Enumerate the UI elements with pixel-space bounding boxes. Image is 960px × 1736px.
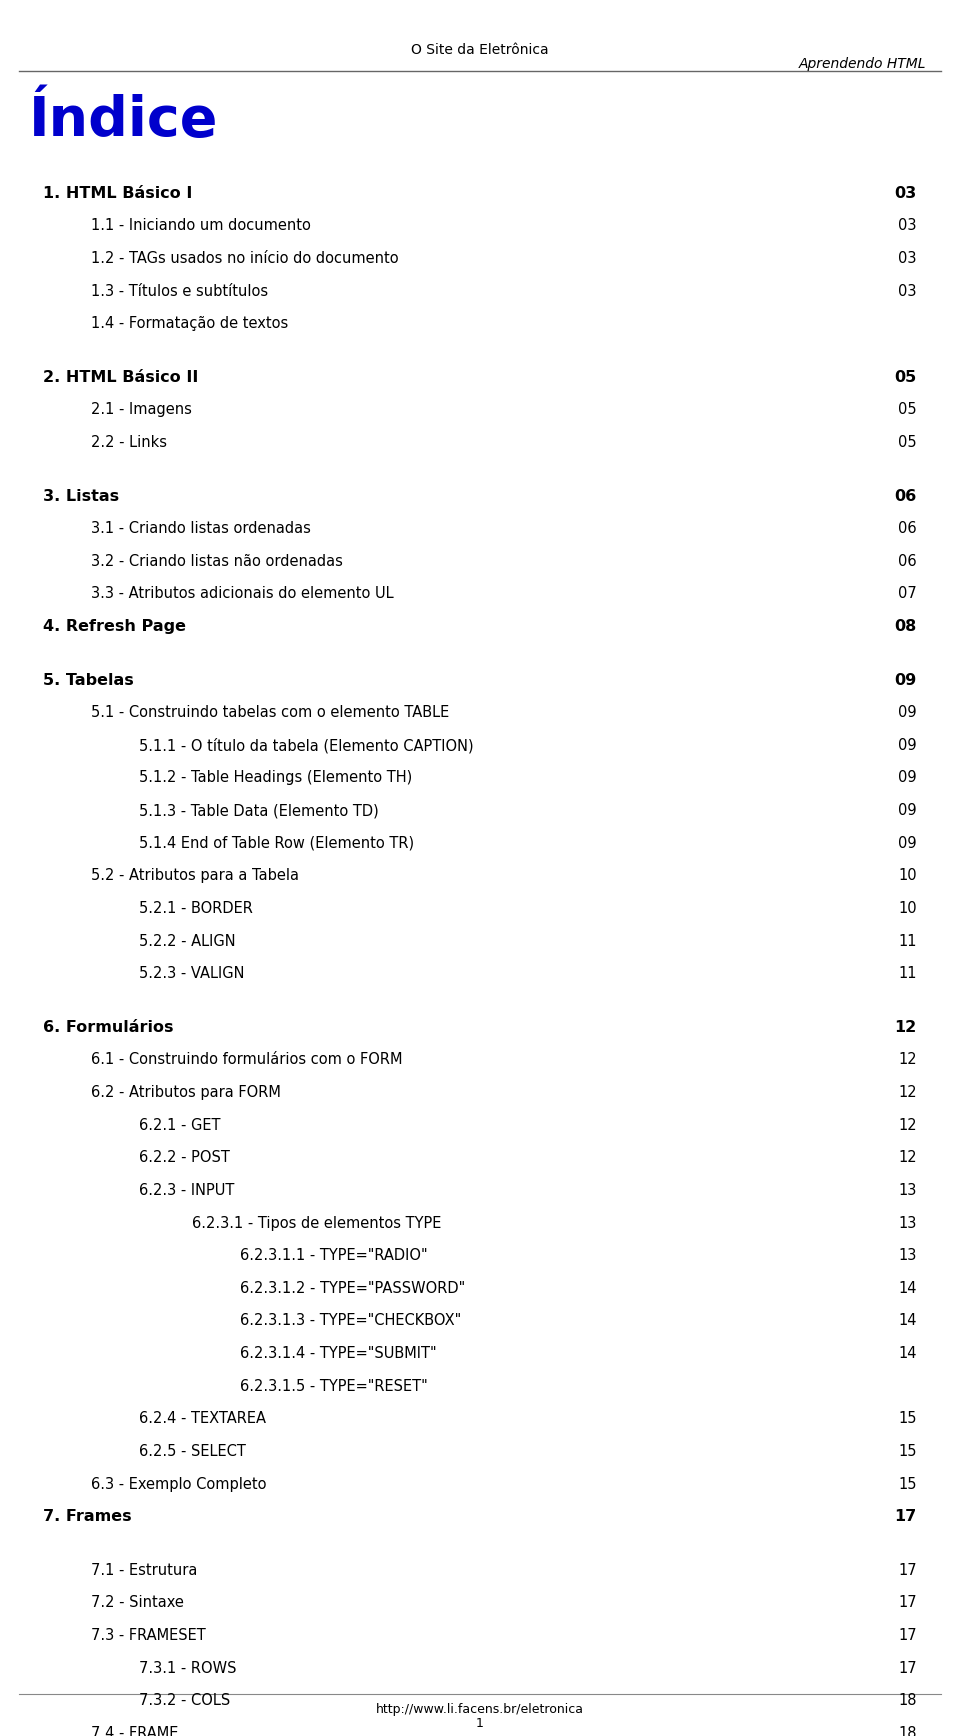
Text: 6.2.3.1.3 - TYPE="CHECKBOX": 6.2.3.1.3 - TYPE="CHECKBOX" [240, 1314, 461, 1328]
Text: 10: 10 [899, 901, 917, 917]
Text: 03: 03 [899, 283, 917, 299]
Text: http://www.li.facens.br/eletronica: http://www.li.facens.br/eletronica [376, 1703, 584, 1715]
Text: 5.1.4 End of Table Row (Elemento TR): 5.1.4 End of Table Row (Elemento TR) [139, 835, 415, 851]
Text: 03: 03 [895, 186, 917, 201]
Text: 2.1 - Imagens: 2.1 - Imagens [91, 403, 192, 417]
Text: O Site da Eletrônica: O Site da Eletrônica [411, 42, 549, 57]
Text: 6. Formulários: 6. Formulários [43, 1019, 174, 1035]
Text: 7.4 - FRAME: 7.4 - FRAME [91, 1726, 179, 1736]
Text: 07: 07 [898, 587, 917, 601]
Text: 6.2.3.1.2 - TYPE="PASSWORD": 6.2.3.1.2 - TYPE="PASSWORD" [240, 1281, 466, 1295]
Text: 6.2.3.1.4 - TYPE="SUBMIT": 6.2.3.1.4 - TYPE="SUBMIT" [240, 1345, 437, 1361]
Text: 6.1 - Construindo formulários com o FORM: 6.1 - Construindo formulários com o FORM [91, 1052, 402, 1068]
Text: 09: 09 [895, 672, 917, 687]
Text: 5.2.2 - ALIGN: 5.2.2 - ALIGN [139, 934, 236, 948]
Text: 14: 14 [899, 1281, 917, 1295]
Text: 6.2.2 - POST: 6.2.2 - POST [139, 1151, 230, 1165]
Text: 2. HTML Básico II: 2. HTML Básico II [43, 370, 199, 385]
Text: 03: 03 [899, 219, 917, 233]
Text: 1. HTML Básico I: 1. HTML Básico I [43, 186, 193, 201]
Text: 18: 18 [899, 1693, 917, 1708]
Text: 3.2 - Criando listas não ordenadas: 3.2 - Criando listas não ordenadas [91, 554, 343, 569]
Text: 09: 09 [899, 835, 917, 851]
Text: 1.2 - TAGs usados no início do documento: 1.2 - TAGs usados no início do documento [91, 252, 398, 266]
Text: 18: 18 [899, 1726, 917, 1736]
Text: 11: 11 [899, 934, 917, 948]
Text: 15: 15 [899, 1411, 917, 1427]
Text: 11: 11 [899, 967, 917, 981]
Text: 5.1.2 - Table Headings (Elemento TH): 5.1.2 - Table Headings (Elemento TH) [139, 771, 413, 785]
Text: 1.3 - Títulos e subtítulos: 1.3 - Títulos e subtítulos [91, 283, 269, 299]
Text: 09: 09 [899, 705, 917, 720]
Text: 7.3.2 - COLS: 7.3.2 - COLS [139, 1693, 230, 1708]
Text: 1: 1 [476, 1717, 484, 1729]
Text: 7.2 - Sintaxe: 7.2 - Sintaxe [91, 1595, 184, 1611]
Text: 13: 13 [899, 1248, 917, 1264]
Text: 12: 12 [899, 1085, 917, 1101]
Text: 06: 06 [899, 521, 917, 536]
Text: 5.2 - Atributos para a Tabela: 5.2 - Atributos para a Tabela [91, 868, 300, 884]
Text: 2.2 - Links: 2.2 - Links [91, 436, 167, 450]
Text: 12: 12 [899, 1118, 917, 1132]
Text: 05: 05 [899, 403, 917, 417]
Text: 5.1 - Construindo tabelas com o elemento TABLE: 5.1 - Construindo tabelas com o elemento… [91, 705, 449, 720]
Text: 5.1.1 - O título da tabela (Elemento CAPTION): 5.1.1 - O título da tabela (Elemento CAP… [139, 738, 474, 753]
Text: 06: 06 [895, 488, 917, 503]
Text: 6.2.3.1.5 - TYPE="RESET": 6.2.3.1.5 - TYPE="RESET" [240, 1378, 428, 1394]
Text: 09: 09 [899, 771, 917, 785]
Text: 7. Frames: 7. Frames [43, 1509, 132, 1524]
Text: Índice: Índice [29, 94, 218, 148]
Text: 05: 05 [899, 436, 917, 450]
Text: 6.3 - Exemplo Completo: 6.3 - Exemplo Completo [91, 1477, 267, 1491]
Text: 3.3 - Atributos adicionais do elemento UL: 3.3 - Atributos adicionais do elemento U… [91, 587, 394, 601]
Text: 6.2.4 - TEXTAREA: 6.2.4 - TEXTAREA [139, 1411, 266, 1427]
Text: 08: 08 [895, 620, 917, 634]
Text: 09: 09 [899, 738, 917, 753]
Text: 6.2.3.1 - Tipos de elementos TYPE: 6.2.3.1 - Tipos de elementos TYPE [192, 1215, 442, 1231]
Text: 7.3.1 - ROWS: 7.3.1 - ROWS [139, 1661, 237, 1675]
Text: 3. Listas: 3. Listas [43, 488, 119, 503]
Text: 12: 12 [899, 1052, 917, 1068]
Text: 6.2 - Atributos para FORM: 6.2 - Atributos para FORM [91, 1085, 281, 1101]
Text: 12: 12 [895, 1019, 917, 1035]
Text: 05: 05 [895, 370, 917, 385]
Text: 1.4 - Formatação de textos: 1.4 - Formatação de textos [91, 316, 288, 332]
Text: 6.2.5 - SELECT: 6.2.5 - SELECT [139, 1444, 246, 1458]
Text: 17: 17 [895, 1509, 917, 1524]
Text: 1.1 - Iniciando um documento: 1.1 - Iniciando um documento [91, 219, 311, 233]
Text: 12: 12 [899, 1151, 917, 1165]
Text: 6.2.3.1.1 - TYPE="RADIO": 6.2.3.1.1 - TYPE="RADIO" [240, 1248, 427, 1264]
Text: 5.2.1 - BORDER: 5.2.1 - BORDER [139, 901, 253, 917]
Text: 15: 15 [899, 1444, 917, 1458]
Text: 7.1 - Estrutura: 7.1 - Estrutura [91, 1562, 198, 1578]
Text: 6.2.3 - INPUT: 6.2.3 - INPUT [139, 1182, 234, 1198]
Text: 7.3 - FRAMESET: 7.3 - FRAMESET [91, 1628, 206, 1642]
Text: 17: 17 [899, 1595, 917, 1611]
Text: 17: 17 [899, 1628, 917, 1642]
Text: 03: 03 [899, 252, 917, 266]
Text: 17: 17 [899, 1661, 917, 1675]
Text: 5. Tabelas: 5. Tabelas [43, 672, 134, 687]
Text: 10: 10 [899, 868, 917, 884]
Text: 6.2.1 - GET: 6.2.1 - GET [139, 1118, 221, 1132]
Text: 14: 14 [899, 1345, 917, 1361]
Text: 17: 17 [899, 1562, 917, 1578]
Text: 06: 06 [899, 554, 917, 569]
Text: 15: 15 [899, 1477, 917, 1491]
Text: 4. Refresh Page: 4. Refresh Page [43, 620, 186, 634]
Text: 5.2.3 - VALIGN: 5.2.3 - VALIGN [139, 967, 245, 981]
Text: 13: 13 [899, 1182, 917, 1198]
Text: 5.1.3 - Table Data (Elemento TD): 5.1.3 - Table Data (Elemento TD) [139, 804, 379, 818]
Text: 3.1 - Criando listas ordenadas: 3.1 - Criando listas ordenadas [91, 521, 311, 536]
Text: 09: 09 [899, 804, 917, 818]
Text: Aprendendo HTML: Aprendendo HTML [799, 57, 926, 71]
Text: 14: 14 [899, 1314, 917, 1328]
Text: 13: 13 [899, 1215, 917, 1231]
